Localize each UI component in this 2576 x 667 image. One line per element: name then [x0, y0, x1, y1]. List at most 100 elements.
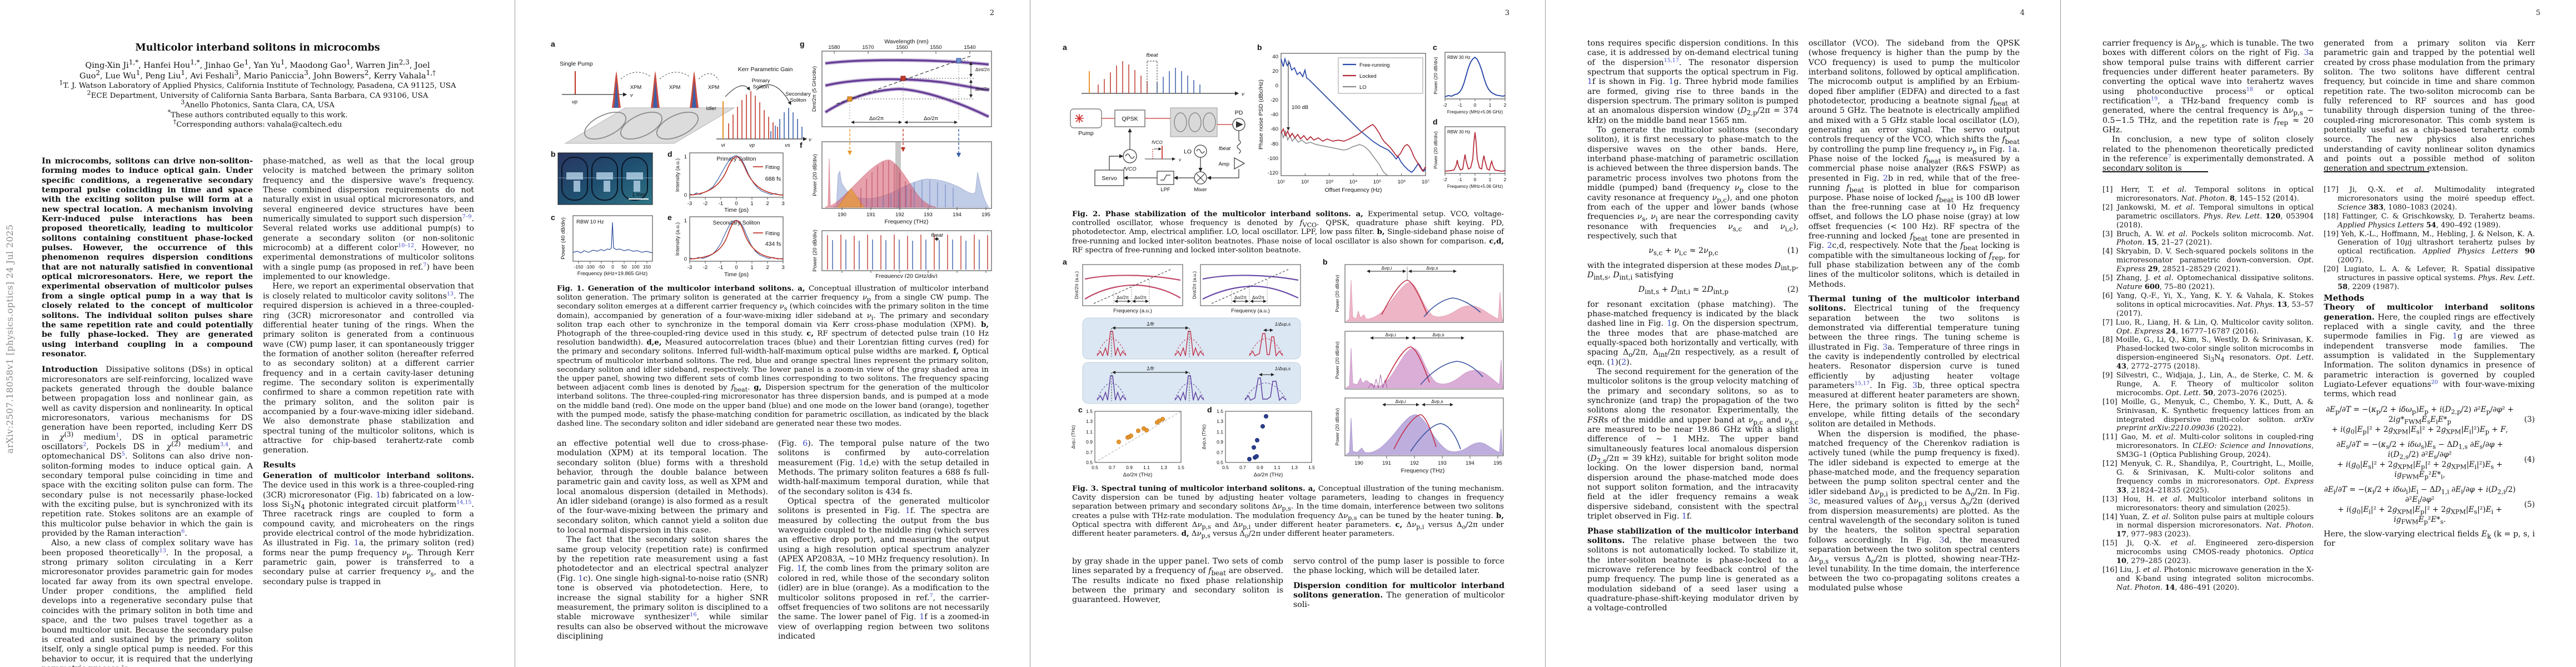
delta-o-2: Δo/2π: [1134, 295, 1147, 300]
reference-item: [3] Bruch, A. W. et al. Pockels soliton …: [2102, 230, 2314, 247]
e-ytick-0: 0: [684, 256, 687, 262]
reference-item: [6] Yang, Q.-F., Yi, X., Yang, K. Y. & V…: [2102, 291, 2314, 318]
red-envelopes: [1097, 338, 1283, 355]
bibliography-rule-left: [2102, 171, 2208, 172]
reference-item: [9] Silvestri, C., Widjaja, J., Lin, A.,…: [2102, 371, 2314, 397]
svg-text:0.9: 0.9: [1217, 439, 1223, 445]
panel-label-c: c: [1433, 43, 1437, 52]
svg-text:-2: -2: [1443, 177, 1447, 182]
svg-text:1.5: 1.5: [1086, 409, 1093, 414]
legend-lo: LO: [1359, 84, 1367, 91]
qpsk-label: QPSK: [1122, 116, 1138, 122]
e-x-axis-title: Time (ps): [724, 271, 749, 278]
svg-text:-2: -2: [703, 201, 707, 207]
paragraph: servo control of the pump laser is possi…: [1293, 557, 1504, 576]
d-fitting-label: Fitting: [765, 165, 780, 171]
panel-label-b: b: [1323, 257, 1328, 266]
e-y-axis-title: Intensity (a.u.): [675, 222, 681, 256]
svg-text:1.3: 1.3: [1086, 419, 1093, 424]
equation-1-body: νs,c + νi,c ≈ 2νp,c: [1648, 246, 1718, 257]
fig3-panel-b: b Power (20 dB/div) Power (20 dB/div) Po…: [1323, 257, 1504, 474]
svg-text:-2: -2: [1443, 102, 1447, 108]
c-x-axis-title: Frequency (MHz+5.06 GHz): [1447, 109, 1503, 115]
fig1-panel-d: d Primary Soliton Fitting 688 fs 1 0 Int…: [667, 150, 785, 213]
svg-text:0: 0: [1474, 177, 1477, 182]
methods-heading: Methods: [2324, 293, 2364, 303]
fig1-panel-f: f 190 191 192 193 194 195 Frequency (THz) P…: [800, 141, 992, 225]
svg-text:191: 191: [1382, 460, 1391, 466]
equation-1-number: (1): [1787, 246, 1798, 256]
title-block: Multicolor interband solitons in microco…: [39, 42, 476, 130]
svg-text:193: 193: [1438, 460, 1447, 466]
svg-text:1540: 1540: [964, 44, 975, 51]
panel-label-d: d: [667, 150, 672, 158]
c-y-axis-title: Δνp,i (THz): [1070, 425, 1076, 449]
fig3-panel-c: c 0.5 0.7 0.9 1.1 1.3 1.5 0.5 0.7 0.9 1.1: [1070, 405, 1184, 478]
nu-s-tick: νs: [785, 142, 790, 148]
equation-2-body: Dint,s + Dint,i ≈ 2Dint,p: [1638, 285, 1729, 296]
svg-text:0.7: 0.7: [1239, 465, 1246, 470]
svg-text:20: 20: [1272, 68, 1278, 74]
panel-label-f: f: [800, 141, 803, 150]
purple-envelopes: [1097, 382, 1287, 400]
chip-ring-outlines: [561, 157, 648, 201]
paragraph: for resonant excitation (phase matching)…: [1587, 300, 1798, 367]
svg-text:192: 192: [895, 212, 904, 218]
dispersion-bands: [824, 58, 990, 119]
paragraph: The fact that the secondary soliton shar…: [557, 535, 769, 641]
panel-label-a: a: [1063, 257, 1067, 266]
section-heading-results: Results: [263, 460, 296, 470]
p5-column-left-text: carrier frequency is Δνp,s, which is tun…: [2102, 39, 2314, 173]
svg-text:1: 1: [750, 265, 753, 271]
bibliography-rule-right: [2324, 171, 2429, 172]
e-title: Secondary Soliton: [712, 220, 760, 226]
paragraph: Theory of multicolor interband solitons …: [2324, 303, 2535, 399]
svg-text:-60: -60: [1270, 126, 1278, 132]
spec-x-ticks: 190 191 192 193 194 195: [1354, 460, 1502, 466]
spec2-dnups: Δνp,s: [1432, 332, 1444, 337]
reference-item: [18] Fattinger, C. & Grischkowsky, D. Te…: [2324, 212, 2535, 230]
panel-label-d: d: [1433, 117, 1438, 126]
servo-label: Servo: [1102, 175, 1117, 182]
spec-x-axis-title: Frequency (THz): [1401, 467, 1445, 474]
fig2-panel-a: a ν fbeat Pump QPSK: [1063, 43, 1245, 193]
f-x-ticks: 190 191 192 193 194 195: [838, 212, 990, 218]
mini-rings: [1174, 112, 1216, 132]
panel-label-a: a: [1063, 43, 1067, 52]
panel-label-c: c: [551, 213, 555, 222]
svg-text:1.3: 1.3: [1160, 465, 1167, 470]
delta-int-label-2: Δint/2π: [975, 87, 990, 92]
paragraph: Also, a new class of complex solitary wa…: [42, 539, 253, 667]
equation-4-number: (4): [2524, 455, 2535, 464]
g-y-axis-title: Dint/2π (5 GHz/div): [811, 66, 818, 112]
figure-3: a Δo/2π Δo/2π Frequency (a.u.) Dint/2π (…: [1063, 257, 1504, 478]
legend-free-running: Free-running: [1359, 62, 1389, 68]
d-y-axis-title: Power (20 dB/div): [1433, 131, 1438, 169]
svg-text:0.9: 0.9: [1126, 465, 1133, 470]
svg-text:0.7: 0.7: [1109, 465, 1115, 470]
fig3-panel-a: a Δo/2π Δo/2π Frequency (a.u.) Dint/2π (…: [1063, 257, 1301, 404]
legend-locked: Locked: [1359, 73, 1377, 79]
svg-text:2: 2: [1504, 177, 1506, 182]
fig1-panel-g: g Wavelength (nm) 1580 1570 1560 1550 1540…: [800, 39, 992, 158]
svg-text:190: 190: [1354, 460, 1363, 466]
svg-text:195: 195: [981, 212, 990, 218]
svg-text:1: 1: [750, 201, 753, 207]
svg-text:3: 3: [781, 201, 784, 207]
d-y-ticks: 0.5 0.7 0.9 1.1 1.3 1.5: [1217, 409, 1223, 465]
g-x-axis-title: Wavelength (nm): [884, 39, 929, 45]
affiliation-3: 3Anello Photonics, Santa Clara, CA, USA: [181, 98, 335, 109]
p1-column-right: phase-matched, as well as that the local…: [263, 157, 474, 639]
reference-list-left: [1] Herr, T. et al. Temporal solitons in…: [2102, 186, 2314, 593]
reference-item: [5] Zhang, J. et al. Optomechanical diss…: [2102, 274, 2314, 291]
svg-text:40: 40: [1272, 54, 1278, 60]
paragraph: with the integrated dispersion at these …: [1587, 261, 1798, 281]
svg-text:-3: -3: [687, 201, 692, 207]
paragraph: Generation of multicolor interband solit…: [263, 471, 474, 586]
svg-text:1: 1: [1489, 102, 1492, 108]
equation-5-body: ∂Ei/∂T = −(κi/2 + iδωi)Ei − ΔD1,i ∂Ei/∂φ…: [2324, 485, 2516, 526]
fig1-panel-e: e Secondary Soliton Fitting 434 fs 1 0 I…: [667, 213, 785, 278]
paragraph: tons requires specific dispersion condit…: [1587, 39, 1798, 125]
secondary-soliton-label-1: Secondary: [785, 91, 811, 97]
p3-column-right: servo control of the pump laser is possi…: [1293, 557, 1504, 640]
